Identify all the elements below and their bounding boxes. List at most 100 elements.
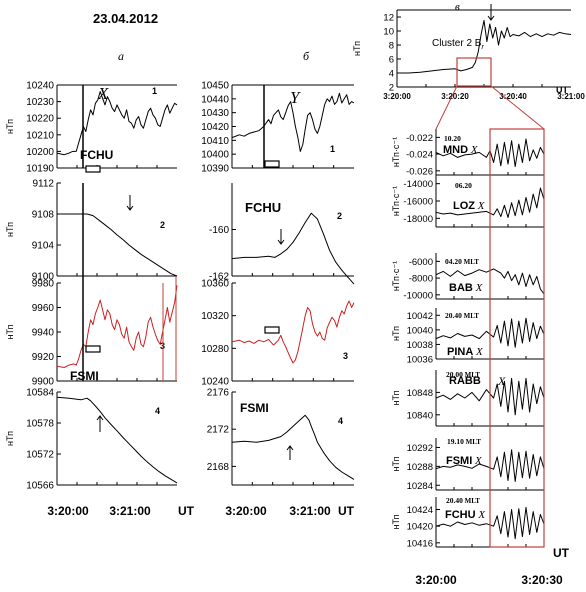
series-line (56, 91, 178, 156)
y-tick-label: 9940 (32, 328, 55, 339)
top-x-tick-label: 3:20:00 (383, 92, 411, 101)
y-tick-label: -6000 (409, 257, 433, 268)
chart-b3: 10240 10280 10320 10360 3 (201, 279, 355, 388)
y-tick-label: 10038 (407, 340, 433, 351)
panel-index: 2 (337, 211, 342, 221)
y-tick-label: 9920 (32, 352, 55, 363)
y-axis-label: нТп (5, 431, 15, 446)
chart-title: Cluster 2 Br (432, 38, 484, 51)
zoom-connector (435, 85, 458, 130)
down-arrow-head (126, 205, 134, 211)
chart-v4: 10042 10040 10038 10036 нТп PINA X 20.40 MLT (391, 308, 545, 366)
chart-v0: 2 4 6 8 10 12 нТп Cluster 2 Br (352, 9, 572, 94)
mlt-unit: MLT (463, 497, 480, 505)
station-label: FSMI (240, 401, 269, 415)
y-tick-label: 10284 (407, 481, 433, 492)
y-tick-label: 10210 (26, 130, 54, 141)
time-window-box (85, 165, 101, 173)
y-axis-label: нТп (391, 326, 401, 341)
y-tick-label: 10220 (26, 114, 54, 125)
y-tick-label: 10578 (26, 419, 54, 430)
time-window-box (264, 326, 280, 334)
station-label: LOZ X (453, 200, 486, 212)
top-x-tick-label: 3:21:00 (557, 92, 585, 101)
y-tick-label: 10430 (201, 108, 229, 119)
y-tick-label: 10200 (26, 147, 54, 158)
y-tick-label: 10840 (407, 410, 433, 421)
y-tick-label: 10572 (26, 450, 54, 461)
zoom-connector (490, 85, 545, 130)
series-line (56, 396, 178, 484)
y-tick-label: 12 (383, 13, 394, 24)
up-arrow-head (96, 415, 104, 421)
panel-index: 3 (343, 351, 348, 361)
y-tick-label: -162 (209, 272, 229, 283)
y-tick-label: 10424 (407, 505, 433, 516)
y-tick-label: -0.022 (406, 133, 433, 144)
station-label: FCHU (245, 200, 281, 215)
mlt-label: 19.10 MLT (447, 437, 481, 446)
y-tick-label: 10042 (407, 311, 433, 322)
component-label: X (473, 282, 484, 294)
y-axis-label: нТп (5, 119, 15, 134)
y-tick-label: 10040 (407, 325, 433, 336)
y-tick-label: 9960 (32, 303, 55, 314)
series-line (56, 285, 178, 368)
y-tick-label: 10 (383, 27, 394, 38)
y-axis-label: нТп (5, 324, 15, 339)
down-arrow-head (277, 239, 285, 245)
y-tick-label: 2168 (207, 462, 230, 473)
chart-b4: 2168 2172 2176 FSMI 4 (207, 388, 355, 486)
station-label: BAB X (449, 282, 484, 294)
top-x-tick-label: 3:20:20 (441, 92, 469, 101)
y-tick-label: -160 (209, 225, 229, 236)
mlt-unit: MLT (462, 312, 479, 320)
bottom-left-tick-1: 3:20:00 (47, 504, 89, 518)
bottom-mid-unit: UT (338, 504, 355, 518)
bottom-left-tick-2: 3:21:00 (109, 504, 151, 518)
series-line (435, 377, 545, 416)
time-window-box (264, 160, 280, 168)
chart-a3: 99009920994099609980нТпFSMI3 (5, 279, 178, 388)
component-label: X (475, 200, 486, 212)
chart-a4: 10566 10572 10578 10584 нТп 4 (5, 388, 178, 492)
y-tick-label: 10420 (201, 122, 229, 133)
panel-index: 4 (338, 416, 343, 426)
y-tick-label: 10416 (407, 538, 433, 549)
chart-v6: 10292 10288 10284 нТп FSMI X 19.10 MLT (391, 437, 545, 492)
y-tick-label: 10390 (201, 164, 229, 175)
y-axis-label: нТп (352, 41, 362, 56)
bottom-right-tick-1: 3:20:00 (415, 573, 457, 587)
bottom-mid-tick-1: 3:20:00 (225, 504, 267, 518)
station-label: PINA X (447, 346, 484, 358)
column-letter-v: в (455, 1, 460, 13)
chart-v1: -0.022 -0.024 -0.026 нТп·с⁻¹ MND X10.20 (391, 129, 545, 177)
y-tick-label: 2172 (207, 425, 230, 436)
series-line (435, 449, 545, 482)
top-x-tick-label: 3:20:40 (499, 92, 527, 101)
mlt-unit: MLT (463, 371, 480, 379)
station-label: MND X (443, 144, 479, 156)
station-label: FCHU X (445, 509, 486, 521)
y-tick-label: 10280 (201, 344, 229, 355)
y-tick-label: 10566 (26, 481, 54, 492)
chart-a1: 10190 10200 10210 10220 10230 10240 нТп X FCHU 1 (5, 81, 178, 175)
up-arrow-head (286, 445, 294, 451)
y-tick-label: 10360 (201, 279, 229, 290)
y-axis-label: нТп·с⁻¹ (391, 186, 401, 216)
series-line (231, 414, 355, 480)
series-line (231, 92, 355, 152)
y-tick-label: 6 (389, 55, 394, 66)
series-line (57, 213, 178, 277)
y-tick-label: 10420 (407, 522, 433, 533)
station-label: FSMI (70, 369, 99, 383)
series-line (435, 268, 545, 295)
component-label: X (473, 346, 484, 358)
station-label: FSMI X (446, 455, 483, 467)
top-right-unit: UT (556, 85, 568, 95)
down-arrow-head (487, 15, 495, 21)
y-tick-label: 10450 (201, 81, 229, 92)
